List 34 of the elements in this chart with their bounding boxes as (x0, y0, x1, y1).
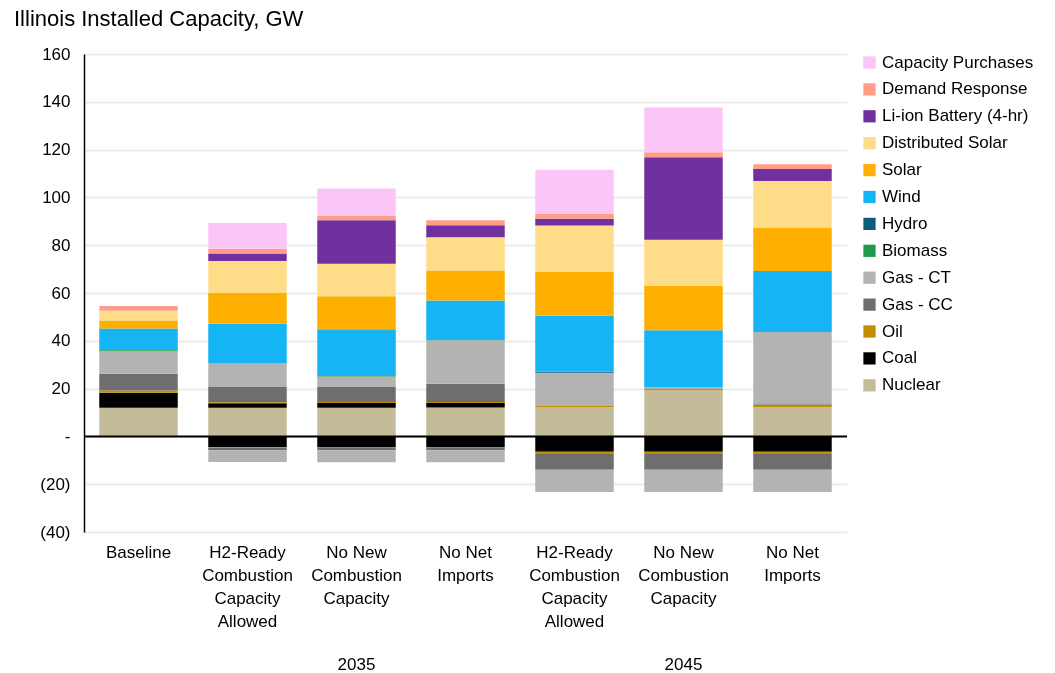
legend-label: Li-ion Battery (4-hr) (882, 106, 1029, 126)
legend-label: Capacity Purchases (882, 52, 1034, 72)
x-tick-label: Baseline (105, 542, 172, 562)
legend-label: Oil (882, 321, 903, 341)
y-tick-label: 60 (51, 283, 71, 303)
x-tick-label: No New Combustion Capacity (638, 542, 729, 608)
legend-label: Biomass (882, 240, 948, 260)
x-tick-label: H2-Ready Combustion Capacity Allowed (202, 542, 293, 631)
y-tick-label: 120 (42, 140, 71, 160)
x-tick-label: H2-Ready Combustion Capacity Allowed (529, 542, 620, 631)
y-tick-label: 140 (42, 92, 71, 112)
y-tick-label: 40 (51, 331, 71, 351)
legend-label: Distributed Solar (882, 133, 1008, 153)
legend-label: Gas - CT (882, 267, 951, 287)
y-tick-label: 100 (42, 187, 71, 207)
legend-label: Solar (882, 160, 923, 180)
text: 2035 (337, 655, 376, 673)
text: 2045 (664, 655, 703, 673)
y-tick-label: 20 (51, 379, 71, 399)
y-tick-label: 80 (51, 235, 71, 255)
legend-label: Demand Response (882, 79, 1028, 99)
y-tick-label: - (64, 426, 71, 446)
legend-label: Gas - CC (882, 294, 953, 314)
legend-label: Coal (882, 348, 917, 368)
x-tick-label: No Net Imports (764, 542, 821, 585)
legend-label: Nuclear (882, 375, 941, 395)
chart-title: Illinois Installed Capacity, GW (14, 6, 304, 31)
legend-label: Wind (882, 187, 921, 206)
y-tick-label: 160 (42, 44, 71, 64)
legend-label: Hydro (882, 213, 928, 233)
x-tick-label: No New Combustion Capacity (311, 542, 402, 608)
y-tick-label: (40) (40, 522, 71, 542)
y-tick-label: (20) (40, 474, 71, 494)
x-tick-label: No Net Imports (437, 542, 494, 585)
